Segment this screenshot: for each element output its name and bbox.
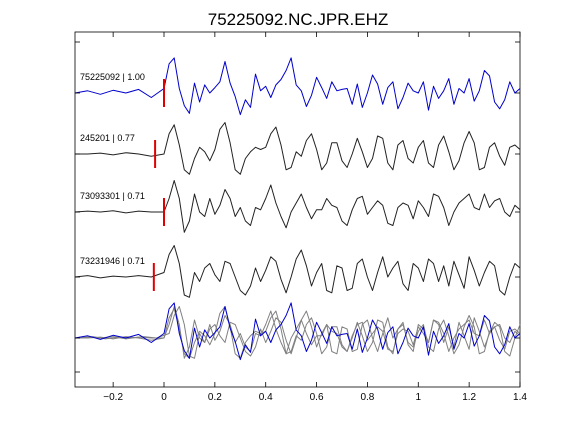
- x-tick-label: 0.6: [310, 392, 324, 403]
- stacked-trace-2: [75, 306, 521, 359]
- stacked-trace-1: [74, 302, 521, 361]
- traces-layer: 75225092 | 1.00 245201 | 0.77 73093301 | 0…: [74, 57, 521, 361]
- waveform-trace-4: [74, 245, 521, 298]
- x-tick-label: 1: [416, 392, 422, 403]
- x-tick-label: 0.8: [360, 392, 374, 403]
- x-tick-label: 1.2: [462, 392, 476, 403]
- waveform-trace-3: [74, 180, 521, 233]
- x-axis: −0.2 0 0.2 0.4 0.6 0.8 1 1.2 1.4: [75, 32, 527, 403]
- trace-label-1: 75225092 | 1.00: [80, 72, 145, 82]
- x-tick-label: 0: [161, 392, 167, 403]
- x-tick-label: 1.4: [513, 392, 527, 403]
- trace-label-3: 73093301 | 0.71: [80, 191, 145, 201]
- trace-label-2: 245201 | 0.77: [80, 133, 135, 143]
- x-tick-label: 0.4: [259, 392, 273, 403]
- waveform-trace-2: [75, 122, 521, 175]
- trace-label-4: 73231946 | 0.71: [80, 256, 145, 266]
- stacked-trace-3: [74, 306, 521, 359]
- x-tick-label: −0.2: [103, 392, 123, 403]
- waveform-trace-1: [74, 57, 521, 116]
- x-tick-label: 0.2: [208, 392, 222, 403]
- chart-title: 75225092.NC.JPR.EHZ: [208, 10, 388, 29]
